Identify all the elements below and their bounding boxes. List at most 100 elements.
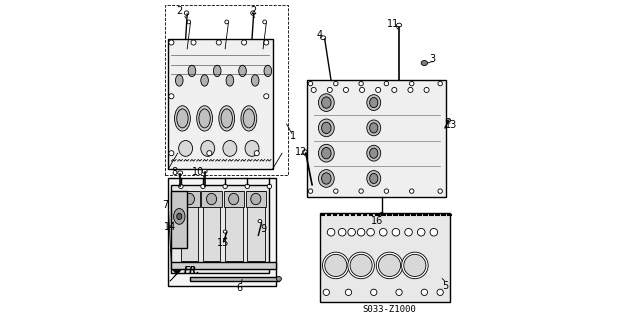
Ellipse shape [219,106,235,131]
Ellipse shape [319,144,334,162]
Ellipse shape [223,230,227,233]
Ellipse shape [327,87,332,93]
Text: 6: 6 [236,283,243,293]
Ellipse shape [169,151,174,156]
Ellipse shape [267,184,271,189]
Ellipse shape [430,228,438,236]
Ellipse shape [207,193,216,205]
Polygon shape [190,277,279,281]
Polygon shape [247,191,265,261]
Text: 14: 14 [164,222,176,233]
Ellipse shape [404,228,412,236]
Ellipse shape [196,106,212,131]
Ellipse shape [324,254,347,277]
Ellipse shape [254,151,259,156]
Ellipse shape [397,23,401,27]
Polygon shape [172,191,187,248]
Polygon shape [202,191,222,207]
Ellipse shape [359,81,364,86]
Ellipse shape [177,213,182,219]
Ellipse shape [175,106,190,131]
Ellipse shape [392,87,397,93]
Ellipse shape [199,109,211,128]
Ellipse shape [421,289,428,295]
Ellipse shape [370,148,378,158]
Polygon shape [320,213,450,302]
Text: 5: 5 [442,281,448,291]
Ellipse shape [184,11,189,15]
Ellipse shape [378,254,401,277]
Ellipse shape [384,189,388,193]
Ellipse shape [321,36,326,40]
Ellipse shape [201,75,209,86]
Ellipse shape [384,81,388,86]
Ellipse shape [319,170,334,187]
Ellipse shape [348,228,355,236]
Ellipse shape [241,106,257,131]
Ellipse shape [357,228,365,236]
Ellipse shape [321,173,331,184]
Text: 10: 10 [192,167,204,177]
Text: S033-Z1000: S033-Z1000 [363,305,417,314]
Ellipse shape [188,65,196,77]
Ellipse shape [276,277,282,281]
Ellipse shape [367,228,374,236]
Ellipse shape [308,189,313,193]
Polygon shape [172,262,276,269]
Ellipse shape [424,87,429,93]
Polygon shape [168,178,276,286]
Ellipse shape [333,81,338,86]
Ellipse shape [327,228,335,236]
Ellipse shape [213,65,221,77]
Ellipse shape [438,189,442,193]
Ellipse shape [303,150,307,154]
Ellipse shape [252,75,259,86]
Ellipse shape [350,254,372,277]
Text: 2: 2 [176,6,182,16]
Ellipse shape [308,81,313,86]
Ellipse shape [179,184,183,189]
Text: 15: 15 [218,238,230,248]
Ellipse shape [370,174,378,183]
Ellipse shape [367,120,381,136]
Ellipse shape [191,40,196,45]
Ellipse shape [173,209,185,224]
Ellipse shape [410,81,414,86]
Ellipse shape [370,98,378,108]
Ellipse shape [319,94,334,111]
Ellipse shape [223,141,237,156]
Ellipse shape [264,94,269,99]
Text: 16: 16 [371,216,383,226]
Polygon shape [168,39,273,169]
Polygon shape [246,191,266,207]
Ellipse shape [263,20,266,24]
Text: 7: 7 [162,200,168,210]
Polygon shape [307,80,447,197]
Ellipse shape [177,109,188,128]
Ellipse shape [169,94,174,99]
Ellipse shape [221,109,232,128]
Text: 2: 2 [250,6,257,16]
Ellipse shape [408,87,413,93]
Ellipse shape [251,193,261,205]
Ellipse shape [178,171,183,175]
Ellipse shape [179,141,193,156]
Text: 4: 4 [317,30,323,40]
Ellipse shape [370,123,378,133]
Ellipse shape [319,119,334,137]
Ellipse shape [258,219,262,223]
Ellipse shape [396,289,402,295]
Text: 12: 12 [295,147,307,157]
Ellipse shape [359,189,364,193]
Ellipse shape [348,252,374,279]
Ellipse shape [344,87,348,93]
Ellipse shape [202,169,207,173]
Ellipse shape [251,11,255,15]
Ellipse shape [380,212,383,216]
Ellipse shape [226,75,234,86]
Ellipse shape [245,184,250,189]
Ellipse shape [311,87,316,93]
Ellipse shape [438,81,442,86]
Ellipse shape [417,228,425,236]
Ellipse shape [321,147,331,159]
